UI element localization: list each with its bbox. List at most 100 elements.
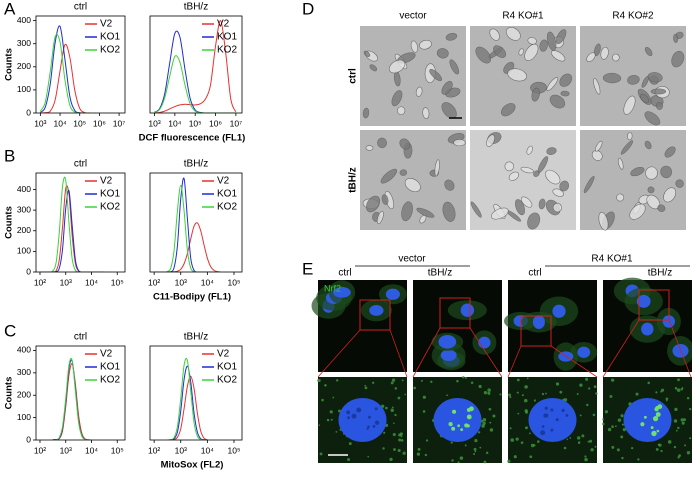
y-tick-label: 200	[17, 389, 31, 399]
histogram-curve	[154, 30, 236, 113]
speckle	[620, 435, 624, 439]
em-texture	[531, 87, 540, 102]
nuclear-speckle	[544, 406, 548, 410]
speckle	[578, 442, 580, 444]
em-texture	[404, 178, 421, 193]
speckle	[673, 419, 678, 423]
speckle	[400, 435, 403, 438]
histogram-curve	[39, 189, 105, 272]
nuclear-speckle	[457, 424, 460, 428]
nucleus	[460, 303, 475, 317]
nuclear-speckle	[541, 425, 545, 428]
em-texture	[549, 94, 566, 109]
y-tick-label: 100	[17, 412, 31, 422]
speckle	[675, 429, 678, 432]
histogram-curve	[52, 357, 92, 440]
speckle	[620, 414, 624, 418]
speckle	[655, 447, 659, 451]
histogram-curve	[52, 359, 92, 440]
speckle	[513, 455, 517, 459]
plot-area	[39, 176, 105, 272]
speckle	[347, 458, 351, 462]
em-texture	[524, 43, 539, 61]
plot-area	[154, 20, 237, 113]
nucleus	[532, 315, 545, 330]
speckle	[579, 383, 583, 387]
speckle	[474, 439, 478, 443]
speckle	[391, 378, 396, 382]
em-texture	[365, 145, 374, 151]
histogram-curve	[167, 357, 208, 440]
speckle	[517, 412, 520, 415]
speckle	[593, 385, 597, 389]
speckle	[607, 427, 612, 432]
speckle	[673, 445, 677, 449]
em-texture	[453, 139, 466, 147]
zoom-box	[638, 289, 670, 321]
em-texture	[520, 166, 534, 174]
speckle	[647, 381, 650, 385]
speckle	[483, 390, 488, 395]
histogram-curve	[154, 55, 236, 113]
speckle	[594, 445, 597, 448]
em-texture	[377, 137, 387, 149]
speckle	[516, 378, 520, 382]
histogram-curve	[167, 375, 208, 440]
nuclear-speckle	[561, 408, 565, 412]
nuclear-speckle	[540, 430, 546, 436]
em-texture	[381, 194, 389, 205]
column-label: R4 KO#1	[502, 11, 544, 22]
speckle	[319, 452, 323, 456]
y-axis-title: Counts	[4, 377, 15, 410]
speckle	[479, 446, 482, 449]
zoom-line	[389, 329, 408, 378]
em-texture	[551, 50, 566, 62]
speckle	[318, 424, 321, 426]
y-tick-label: 300	[17, 38, 31, 48]
em-texture	[493, 45, 507, 58]
speckle	[515, 437, 519, 441]
speckle	[332, 396, 335, 399]
nuclear-speckle	[368, 415, 371, 419]
y-tick-label: 400	[17, 345, 31, 355]
y-tick-label: 300	[17, 367, 31, 377]
speckle	[524, 385, 528, 389]
em-texture	[647, 186, 655, 194]
nuclear-speckle	[374, 420, 380, 425]
speckle	[604, 410, 609, 414]
speckle	[524, 426, 528, 430]
column-label: tBH/z	[428, 268, 452, 279]
x-tick-label: 10⁷	[113, 118, 126, 128]
nuclear-speckle	[565, 413, 569, 417]
histogram-curve	[154, 184, 221, 272]
speckle	[348, 442, 352, 446]
x-tick-label: 10⁴	[201, 277, 214, 287]
speckle	[524, 398, 528, 403]
nuclear-speckle	[656, 429, 660, 433]
x-tick-label: 10⁵	[111, 277, 124, 287]
plot-frame	[35, 172, 126, 273]
speckle	[326, 418, 330, 422]
em-texture	[559, 73, 573, 87]
plot-area	[167, 357, 208, 440]
em-texture	[660, 165, 672, 179]
legend-label: KO1	[217, 189, 237, 200]
speckle	[464, 444, 467, 447]
plot-frame	[35, 345, 126, 441]
speckle	[590, 448, 594, 452]
em-texture	[391, 90, 403, 107]
speckle	[392, 432, 396, 437]
speckle	[589, 439, 593, 443]
speckle	[584, 455, 587, 458]
x-tick-label: 10⁵	[189, 118, 202, 128]
speckle	[592, 413, 596, 417]
em-texture	[419, 39, 432, 50]
em-texture	[552, 188, 564, 197]
panel-letter: E	[302, 259, 313, 278]
speckle	[520, 441, 524, 444]
em-texture	[657, 204, 666, 212]
speckle	[364, 386, 368, 390]
plot-frame	[149, 345, 243, 441]
em-texture	[539, 39, 548, 52]
chart-title: ctrl	[74, 332, 87, 343]
